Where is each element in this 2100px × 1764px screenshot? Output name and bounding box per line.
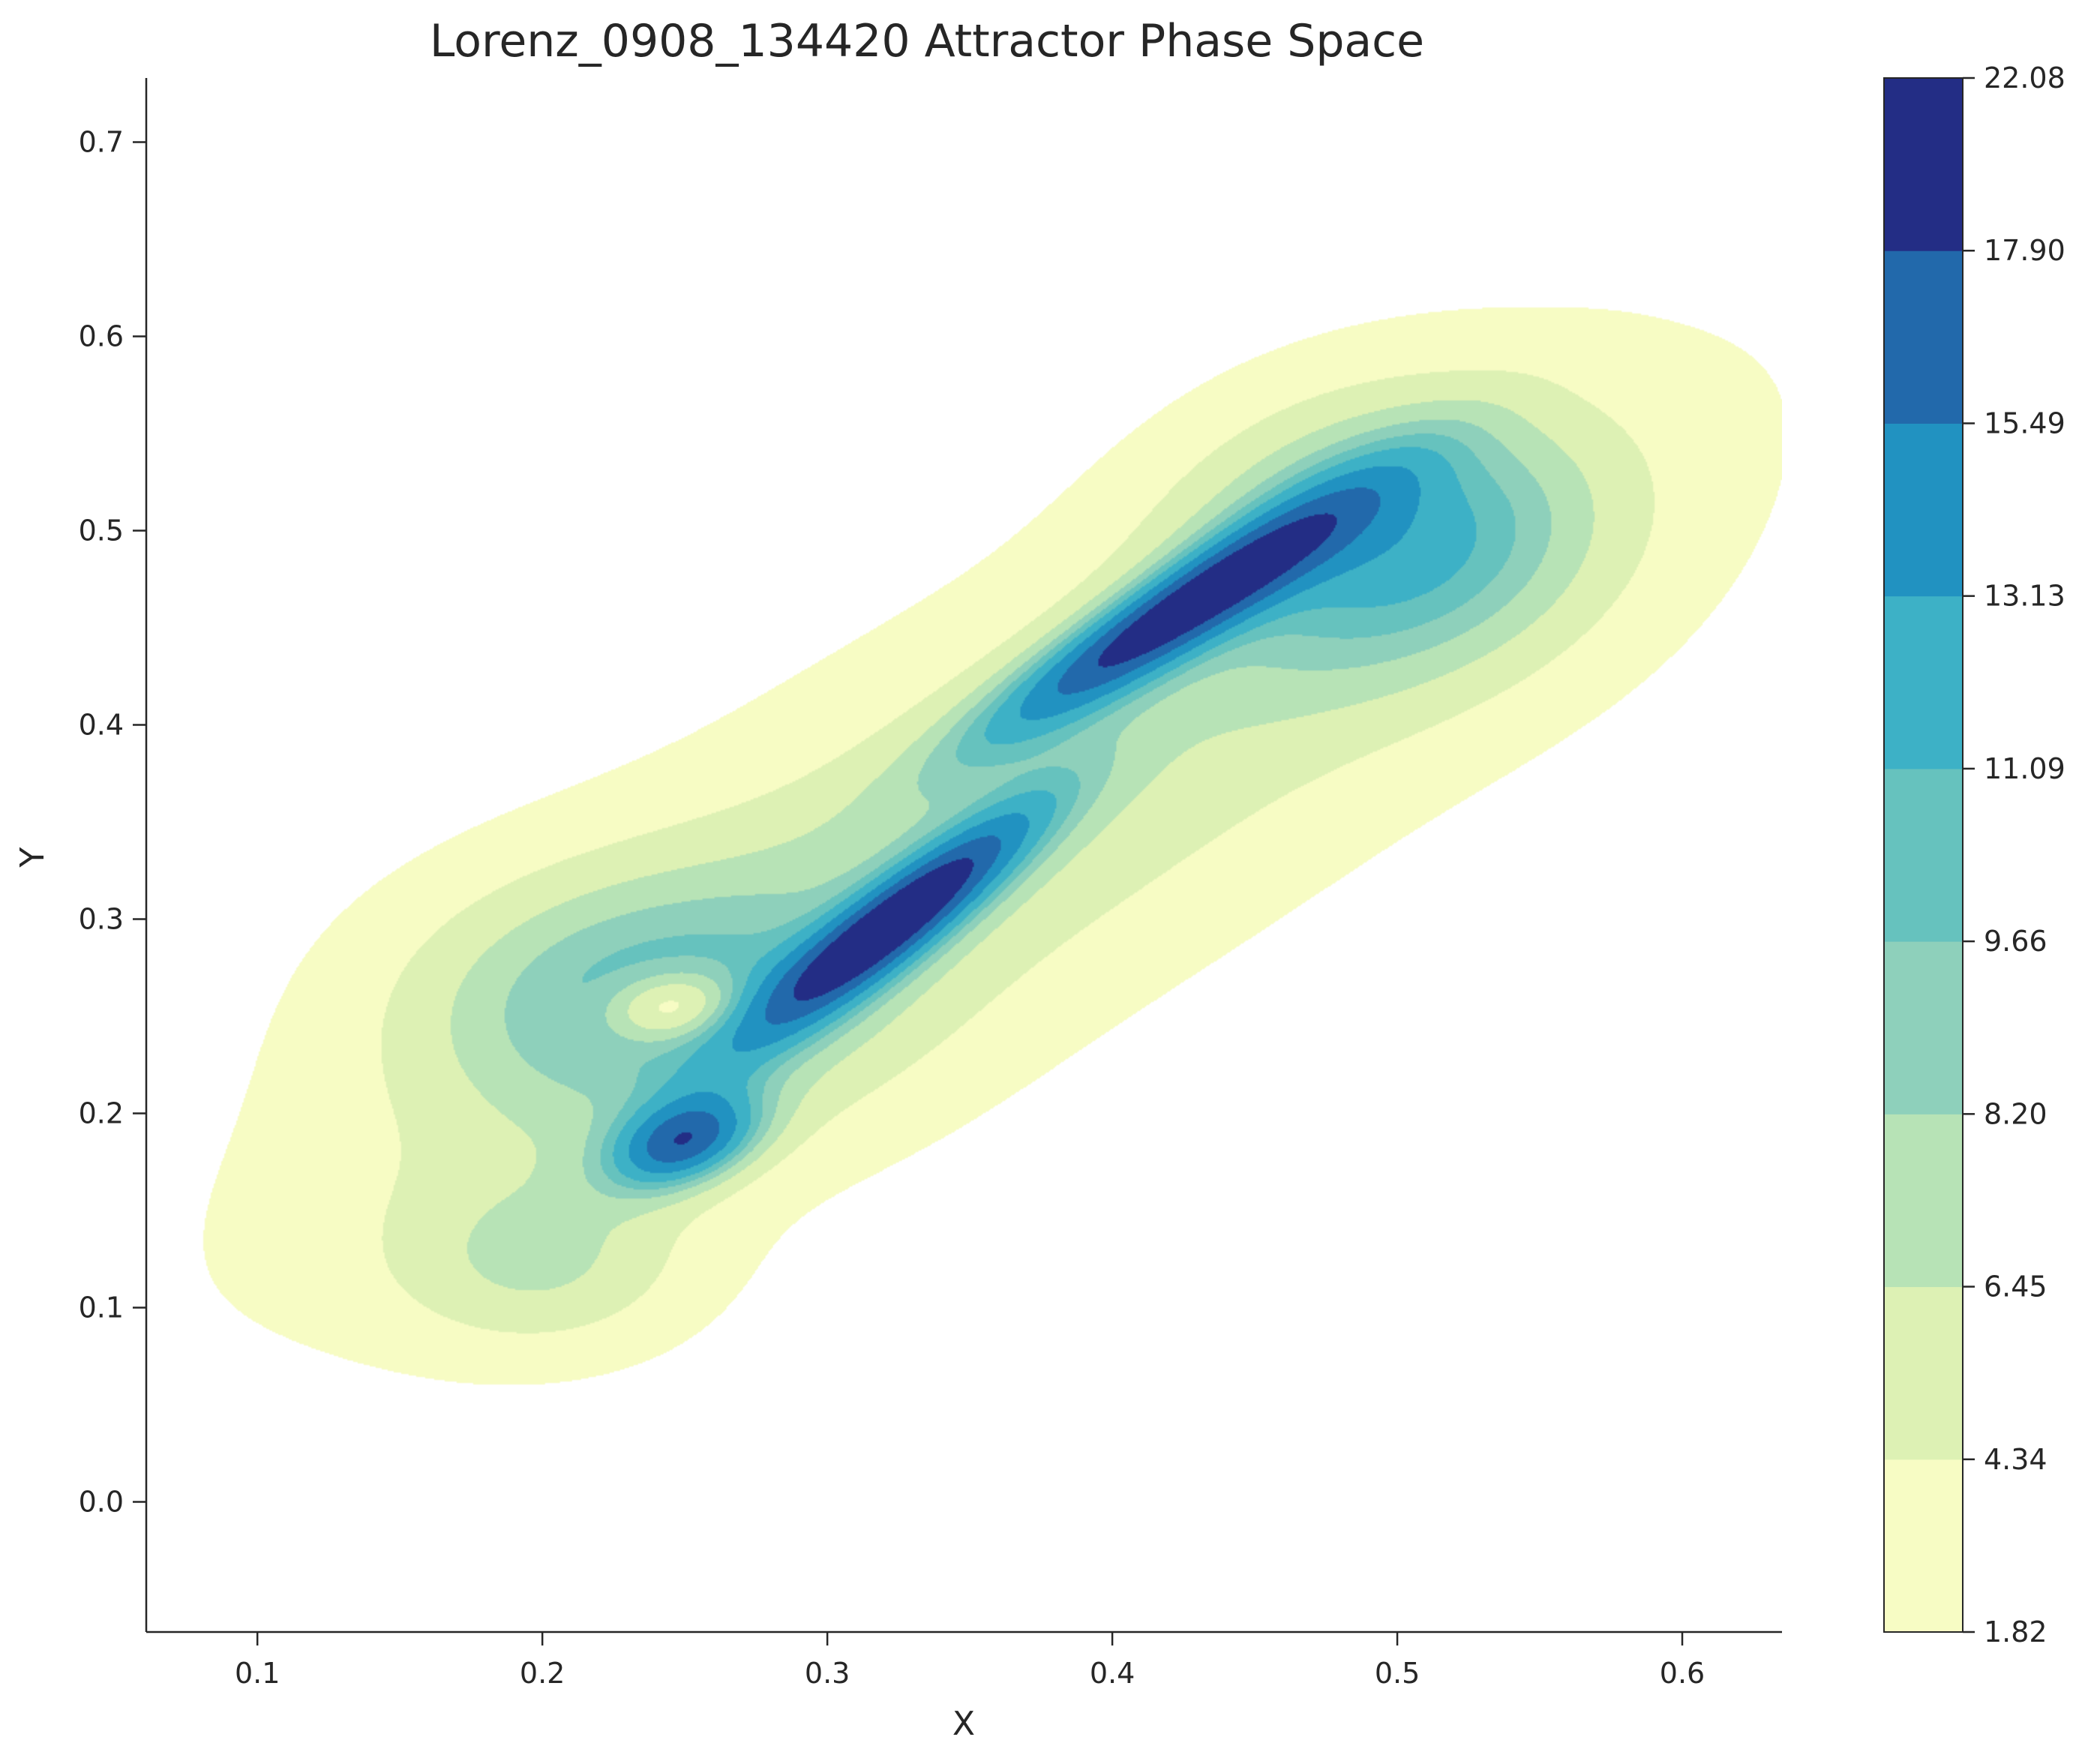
colorbar-tick-label: 22.08 (1984, 62, 2066, 94)
colorbar-tick-label: 15.49 (1984, 406, 2066, 440)
plot-area (146, 78, 1782, 1632)
colorbar-band (1884, 1286, 1963, 1460)
chart-title: Lorenz_0908_134420 Attractor Phase Space (430, 15, 1424, 68)
y-tick-label: 0.5 (79, 514, 124, 547)
y-tick-label: 0.4 (79, 708, 124, 741)
colorbar-band (1884, 941, 1963, 1114)
colorbar-tick-label: 9.66 (1984, 925, 2048, 958)
colorbar-band (1884, 596, 1963, 770)
x-tick-label: 0.4 (1090, 1657, 1135, 1690)
x-axis-label: X (952, 1705, 975, 1743)
y-tick-label: 0.7 (79, 125, 124, 158)
colorbar-tick-label: 8.20 (1984, 1097, 2048, 1130)
x-tick-label: 0.3 (805, 1657, 850, 1690)
colorbar-frame (1883, 77, 1964, 1633)
colorbar-tick-label: 6.45 (1984, 1270, 2048, 1304)
axes: 0.1 0.2 0.3 0.4 0.5 0.6 0.0 0.1 0.2 0.3 0.4 0.5 0.6 0… (79, 78, 1782, 1690)
x-tick-label: 0.6 (1660, 1657, 1705, 1690)
y-tick-label: 0.2 (79, 1096, 124, 1130)
colorbar-band (1884, 1459, 1963, 1633)
colorbar-tick-label: 4.34 (1984, 1443, 2048, 1476)
colorbar-tick-label: 1.82 (1984, 1616, 2048, 1648)
colorbar-tick-label: 11.09 (1984, 752, 2066, 785)
colorbar-band (1884, 1114, 1963, 1288)
colorbar-band (1884, 78, 1963, 251)
colorbar-tick-label: 17.90 (1984, 234, 2066, 267)
x-tick-label: 0.2 (520, 1657, 565, 1690)
y-tick-label: 0.1 (79, 1291, 124, 1324)
colorbar-band (1884, 768, 1963, 942)
y-tick-label: 0.0 (79, 1485, 124, 1518)
x-tick-label: 0.5 (1375, 1657, 1420, 1690)
colorbar-tick-label: 13.13 (1984, 580, 2066, 613)
x-tick-label: 0.1 (235, 1657, 280, 1690)
y-tick-label: 0.3 (79, 902, 124, 935)
y-tick-label: 0.6 (79, 320, 124, 352)
colorbar-band (1884, 423, 1963, 597)
colorbar-band (1884, 250, 1963, 424)
y-axis-label: Y (14, 847, 52, 868)
colorbar: 1.82 4.34 6.45 8.20 9.66 11.09 13.13 15.49 17.90… (1883, 62, 2066, 1648)
density-contour-fill (146, 78, 1782, 1632)
